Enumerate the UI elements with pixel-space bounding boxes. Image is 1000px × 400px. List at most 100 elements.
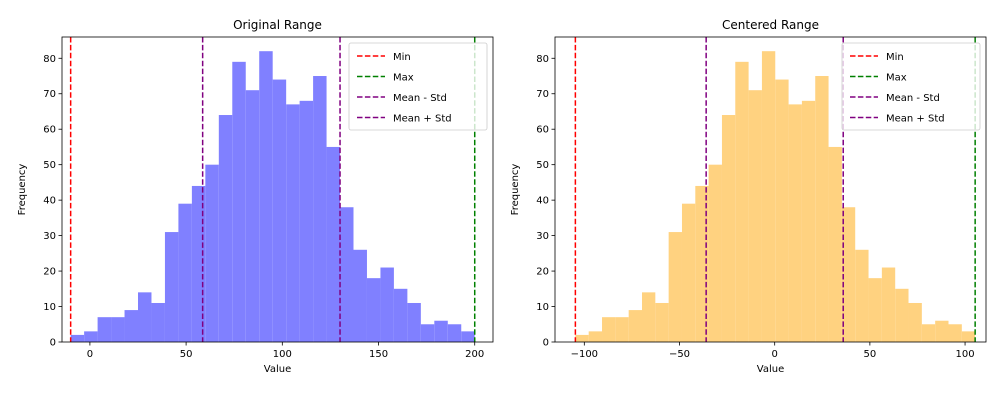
histogram-bar — [353, 249, 367, 342]
y-tick-label: 20 — [536, 267, 549, 278]
histogram-bar — [961, 331, 976, 342]
y-tick-label: 50 — [43, 160, 56, 171]
legend-label: Min — [393, 52, 411, 63]
histogram-bar — [393, 288, 408, 342]
histogram-bar — [218, 115, 233, 342]
y-tick-label: 40 — [536, 196, 549, 207]
y-tick-label: 80 — [536, 54, 549, 65]
histogram-bar — [801, 100, 816, 342]
legend: Min Max Mean - Std Mean + Std — [841, 42, 981, 131]
x-tick-label: 150 — [369, 349, 388, 360]
legend-label: Mean + Std — [393, 114, 452, 125]
y-tick-label: 0 — [50, 338, 56, 349]
y-tick-label: 50 — [536, 160, 549, 171]
histogram-bar — [841, 207, 856, 342]
y-tick-label: 30 — [43, 231, 56, 242]
x-tick-label: −50 — [669, 349, 690, 360]
histogram-bar — [340, 207, 354, 342]
histogram-bar — [641, 292, 656, 342]
y-tick-label: 70 — [43, 89, 56, 100]
histogram-bar — [935, 320, 949, 342]
histogram-bar — [588, 331, 603, 342]
x-tick-label: 50 — [864, 349, 877, 360]
histogram-bar — [245, 90, 260, 342]
histogram-bar — [708, 164, 722, 342]
x-tick-label: −100 — [571, 349, 598, 360]
axes-frame — [554, 36, 987, 343]
histogram-bar — [272, 79, 287, 342]
x-tick-label: 50 — [180, 349, 193, 360]
histogram-bar — [447, 324, 462, 342]
histogram-bar — [286, 104, 300, 342]
histogram-bar — [461, 331, 475, 342]
histogram-bar — [948, 324, 962, 342]
y-tick-label: 70 — [536, 89, 549, 100]
y-tick-label: 20 — [43, 267, 56, 278]
histogram-bar — [855, 249, 869, 342]
x-axis-label: Value — [757, 364, 784, 375]
histogram-bar — [868, 278, 882, 342]
x-tick-label: 100 — [956, 349, 975, 360]
legend-box — [841, 42, 981, 131]
histogram-bar — [164, 232, 179, 342]
histogram-bar — [84, 331, 98, 342]
chart-title: Centered Range — [722, 18, 819, 32]
histogram-bar — [205, 164, 219, 342]
histogram-bar — [326, 146, 341, 342]
histogram-bar — [313, 76, 327, 342]
histogram-bar — [775, 79, 789, 342]
histogram-bar — [735, 61, 749, 342]
chart-centered-range: −100 −50 0 50 100 0 10 20 30 40 50 60 70 80 Centered R… — [510, 18, 987, 375]
axes-frame — [61, 36, 494, 343]
legend-label: Mean - Std — [886, 93, 940, 104]
y-tick-label: 40 — [43, 196, 56, 207]
y-tick-label: 60 — [536, 125, 549, 136]
y-tick-label: 0 — [543, 338, 549, 349]
histogram-bar — [895, 288, 909, 342]
x-axis-label: Value — [264, 364, 291, 375]
histogram-bar — [575, 334, 589, 342]
y-tick-label: 30 — [536, 231, 549, 242]
histogram-bar — [788, 104, 802, 342]
histogram-bar — [748, 90, 762, 342]
legend: Min Max Mean - Std Mean + Std — [348, 42, 488, 131]
histogram-bar — [628, 310, 642, 342]
x-tick-label: 0 — [772, 349, 778, 360]
histogram-bar — [668, 232, 682, 342]
legend-label: Max — [393, 73, 414, 84]
x-tick-label: 100 — [273, 349, 292, 360]
histogram-bar — [434, 320, 448, 342]
histogram-bar — [124, 310, 139, 342]
histogram-bar — [921, 324, 936, 342]
histogram-bar — [420, 324, 435, 342]
histogram-bar — [380, 267, 394, 342]
legend-label: Mean + Std — [886, 114, 945, 125]
x-tick-label: 0 — [87, 349, 93, 360]
chart-original-range: 0 50 100 150 200 0 10 20 30 40 50 60 70 80 Original Ra… — [17, 18, 494, 375]
chart-title: Original Range — [233, 18, 322, 32]
legend-label: Min — [886, 52, 904, 63]
legend-label: Max — [886, 73, 907, 84]
histogram-bar — [681, 203, 696, 342]
histogram-bar — [721, 115, 736, 342]
histogram-bar — [299, 100, 314, 342]
histogram-bar — [828, 146, 842, 342]
histogram-bar — [695, 185, 709, 342]
y-axis-label: Frequency — [510, 164, 521, 216]
y-tick-label: 60 — [43, 125, 56, 136]
histogram-bar — [366, 278, 381, 342]
y-tick-label: 80 — [43, 54, 56, 65]
legend-label: Mean - Std — [393, 93, 447, 104]
histogram-bar — [232, 61, 246, 342]
histogram-bar — [815, 76, 829, 342]
y-tick-label: 10 — [536, 302, 549, 313]
histogram-bar — [111, 317, 125, 342]
histogram-bar — [259, 51, 273, 343]
histogram-bar — [655, 302, 669, 342]
y-axis-label: Frequency — [17, 164, 28, 216]
histogram-bar — [761, 51, 776, 343]
histogram-bar — [908, 302, 922, 342]
histogram-bar — [70, 334, 85, 342]
y-tick-label: 10 — [43, 302, 56, 313]
